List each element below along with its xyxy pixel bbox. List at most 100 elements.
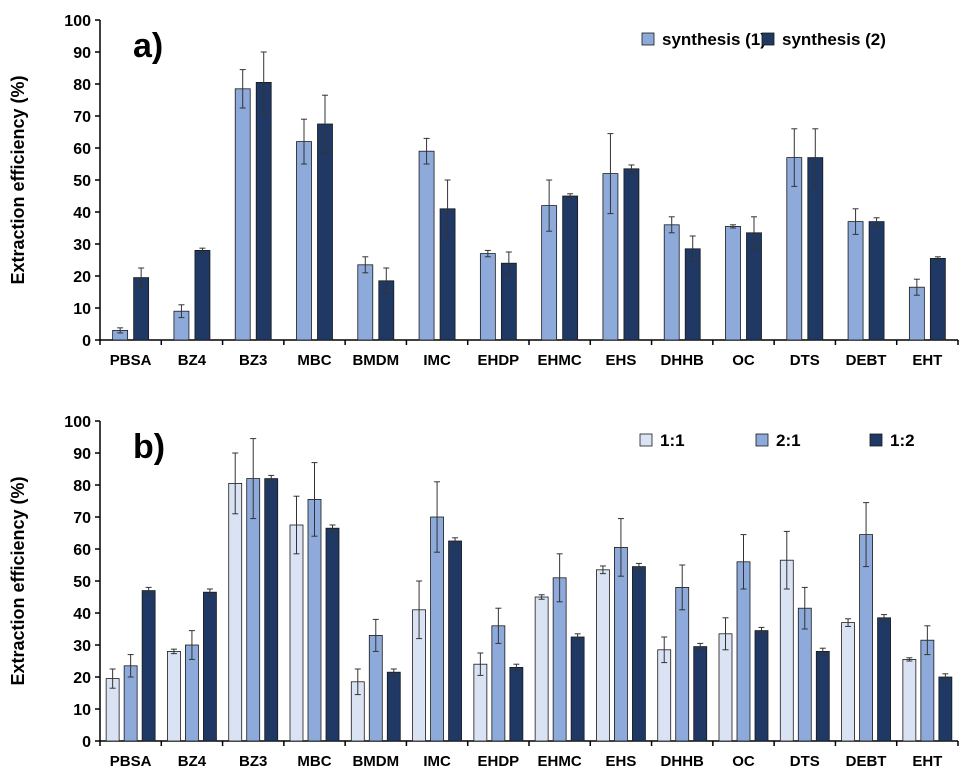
y-tick-label: 50 [73, 173, 91, 190]
legend-entry: 1:1 [660, 431, 685, 450]
y-tick-label: 70 [73, 510, 91, 527]
bar-b-s2-dhhb [675, 587, 690, 742]
y-tick-label: 80 [73, 478, 91, 495]
bar-a-s1-mbc [296, 141, 312, 341]
bar-b-s1-bz3 [228, 482, 243, 742]
bar-a-s2-ehs [623, 168, 640, 341]
bar-b-s3-bz4 [203, 591, 217, 742]
panel-a-chart: 0 10 20 30 40 50 60 70 80 90 100 PBSA BZ4 BZ3 MBC BMDM I… [8, 13, 959, 369]
x-tick-label: BZ4 [178, 753, 207, 769]
bar-b-s3-imc [448, 540, 462, 742]
bar-a-s1-ehdp [479, 253, 496, 341]
x-tick-label: EHS [606, 352, 637, 369]
y-tick-label: 40 [73, 606, 91, 623]
x-tick-label: EHDP [478, 352, 520, 369]
panel-label: b) [133, 428, 165, 466]
panel-label: a) [133, 27, 163, 65]
bar-b-s3-eht [938, 676, 953, 742]
bar-b-s3-bz3 [264, 478, 279, 742]
x-tick-label: OC [732, 352, 755, 369]
bar-a-s1-dhhb [663, 224, 680, 341]
bar-a-s1-bmdm [357, 264, 374, 341]
bar-b-s3-dhhb [693, 646, 708, 742]
y-tick-label: 100 [64, 414, 91, 431]
y-tick-label: 50 [73, 574, 91, 591]
x-tick-label: BMDM [352, 352, 399, 369]
x-tick-label: BZ4 [178, 352, 207, 369]
x-tick-label: DHHB [661, 352, 704, 369]
x-tick-label: BMDM [352, 753, 399, 769]
legend-entry: 1:2 [890, 431, 915, 450]
y-axis-label: Extraction efficiency (%) [8, 75, 28, 284]
bar-b-s1-bz4 [167, 651, 181, 742]
legend-swatch [755, 433, 769, 447]
x-tick-label: DTS [790, 352, 820, 369]
x-tick-label: EHMC [538, 352, 582, 369]
y-tick-label: 70 [73, 109, 91, 126]
bar-b-s3-ehmc [570, 636, 585, 742]
bar-a-s1-debt [847, 221, 864, 341]
y-tick-label: 60 [73, 542, 91, 559]
bar-a-s2-dhhb [684, 248, 701, 341]
x-tick-label: IMC [423, 753, 451, 769]
y-axis-label: Extraction efficiency (%) [8, 476, 28, 685]
bar-b-s1-eht [902, 659, 917, 742]
legend-entry: synthesis (1) [662, 30, 766, 49]
x-tick-label: OC [732, 753, 755, 769]
bar-b-s3-pbsa [141, 590, 156, 742]
x-tick-label: PBSA [110, 352, 152, 369]
bar-b-s1-dhhb [657, 649, 672, 742]
bar-a-s2-ehmc [562, 195, 579, 341]
panel-b-chart: 0 10 20 30 40 50 60 70 80 90 100 PBSA BZ4 BZ3 MBC BMDM I… [8, 414, 959, 769]
bar-b-s1-debt [841, 622, 855, 742]
legend-swatch [869, 433, 883, 447]
y-tick-label: 10 [73, 702, 91, 719]
x-tick-label: DEBT [846, 753, 887, 769]
bar-b-s3-bmdm [386, 671, 401, 742]
x-tick-label: EHT [912, 753, 942, 769]
bar-b-s2-eht [920, 639, 935, 742]
x-tick-label: EHS [606, 753, 637, 769]
bar-a-s1-bz3 [234, 88, 251, 341]
bar-b-s3-dts [815, 651, 830, 742]
legend-entry: 2:1 [776, 431, 801, 450]
y-tick-label: 20 [73, 269, 91, 286]
bar-a-s2-eht [929, 257, 946, 341]
x-tick-label: PBSA [110, 753, 152, 769]
bar-b-s3-ehs [632, 566, 646, 742]
x-tick-label: EHDP [478, 753, 520, 769]
bar-b-s3-mbc [325, 527, 340, 742]
bar-a-s1-imc [418, 150, 435, 341]
bar-b-s1-mbc [289, 524, 304, 742]
y-tick-label: 40 [73, 205, 91, 222]
x-tick-label: EHT [912, 352, 942, 369]
x-tick-label: BZ3 [239, 352, 267, 369]
bar-b-s3-debt [877, 617, 891, 742]
y-tick-label: 10 [73, 301, 91, 318]
y-tick-label: 30 [73, 638, 91, 655]
y-tick-label: 20 [73, 670, 91, 687]
x-tick-label: DHHB [661, 753, 704, 769]
x-tick-label: DEBT [846, 352, 887, 369]
bar-a-s2-debt [868, 221, 885, 341]
y-tick-label: 90 [73, 45, 91, 62]
legend-entry: synthesis (2) [782, 30, 886, 49]
y-tick-label: 90 [73, 446, 91, 463]
y-tick-label: 60 [73, 141, 91, 158]
legend-swatch [641, 32, 655, 46]
x-tick-label: DTS [790, 753, 820, 769]
x-tick-label: EHMC [538, 753, 582, 769]
y-tick-label: 0 [82, 333, 91, 350]
bar-b-s3-oc [754, 630, 769, 742]
bar-b-s1-ehs [596, 569, 610, 742]
x-tick-label: IMC [423, 352, 451, 369]
x-tick-label: MBC [297, 753, 331, 769]
bar-a-s2-mbc [317, 123, 333, 341]
y-tick-label: 80 [73, 77, 91, 94]
legend-swatch [639, 433, 653, 447]
x-tick-label: MBC [297, 352, 331, 369]
bar-a-s2-bz3 [255, 82, 272, 341]
y-tick-label: 100 [64, 13, 91, 30]
bar-b-s3-ehdp [509, 667, 524, 742]
